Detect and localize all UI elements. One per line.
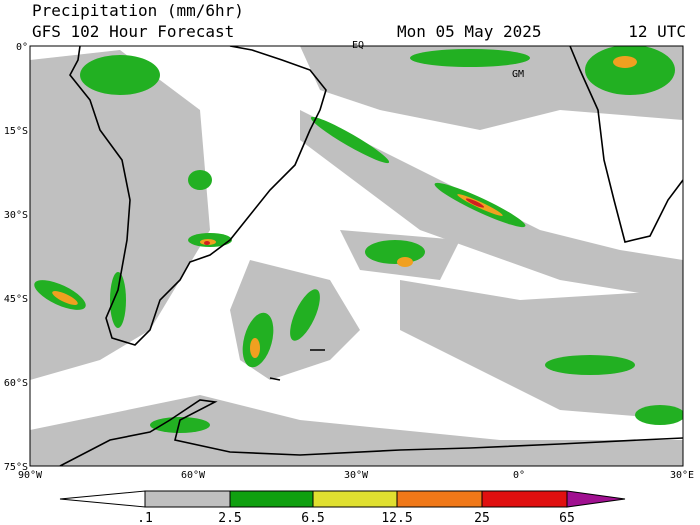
map-frame [29,45,684,467]
lon-labels: 90°W 60°W 30°W 0° 30°E [18,470,694,481]
lat-label: 15°S [4,126,28,137]
colorbar-bin [566,490,626,508]
date: Mon 05 May 2025 [397,22,542,41]
colorbar-bin [312,490,398,508]
place-label: GM [512,69,524,80]
lat-label: 30°S [4,210,28,221]
lat-labels: 0° 15°S 30°S 45°S 60°S 75°S [4,42,28,473]
lon-label: 90°W [18,470,43,481]
colorbar-labels: .1 2.5 6.5 12.5 25 65 [137,511,575,525]
lon-label: 60°W [181,470,206,481]
colorbar-label: 12.5 [381,511,412,525]
lat-label: 60°S [4,378,28,389]
precip-intense [204,198,485,245]
lon-label: 0° [513,470,525,481]
colorbar-label: 25 [474,511,490,525]
colorbar-label: 65 [559,511,575,525]
colorbar-bin [144,490,231,508]
colorbar-label: 6.5 [301,511,324,525]
lat-label: 75°S [4,462,28,473]
colorbar-bin [481,490,568,508]
coastlines [59,46,683,466]
lat-label: 45°S [4,294,28,305]
title: Precipitation (mm/6hr) [32,1,244,20]
place-label: EQ [352,40,364,51]
colorbar-bin [229,490,314,508]
lon-label: 30°W [344,470,369,481]
colorbar-label: 2.5 [218,511,241,525]
colorbar-bin [59,490,146,508]
subtitle: GFS 102 Hour Forecast [32,22,234,41]
colorbar-bin [396,490,483,508]
lat-label: 0° [16,42,28,53]
lon-label: 30°E [670,470,694,481]
map: EQ GM [29,40,684,467]
colorbar-label: .1 [137,511,153,525]
time: 12 UTC [628,22,686,41]
colorbar [59,490,626,508]
